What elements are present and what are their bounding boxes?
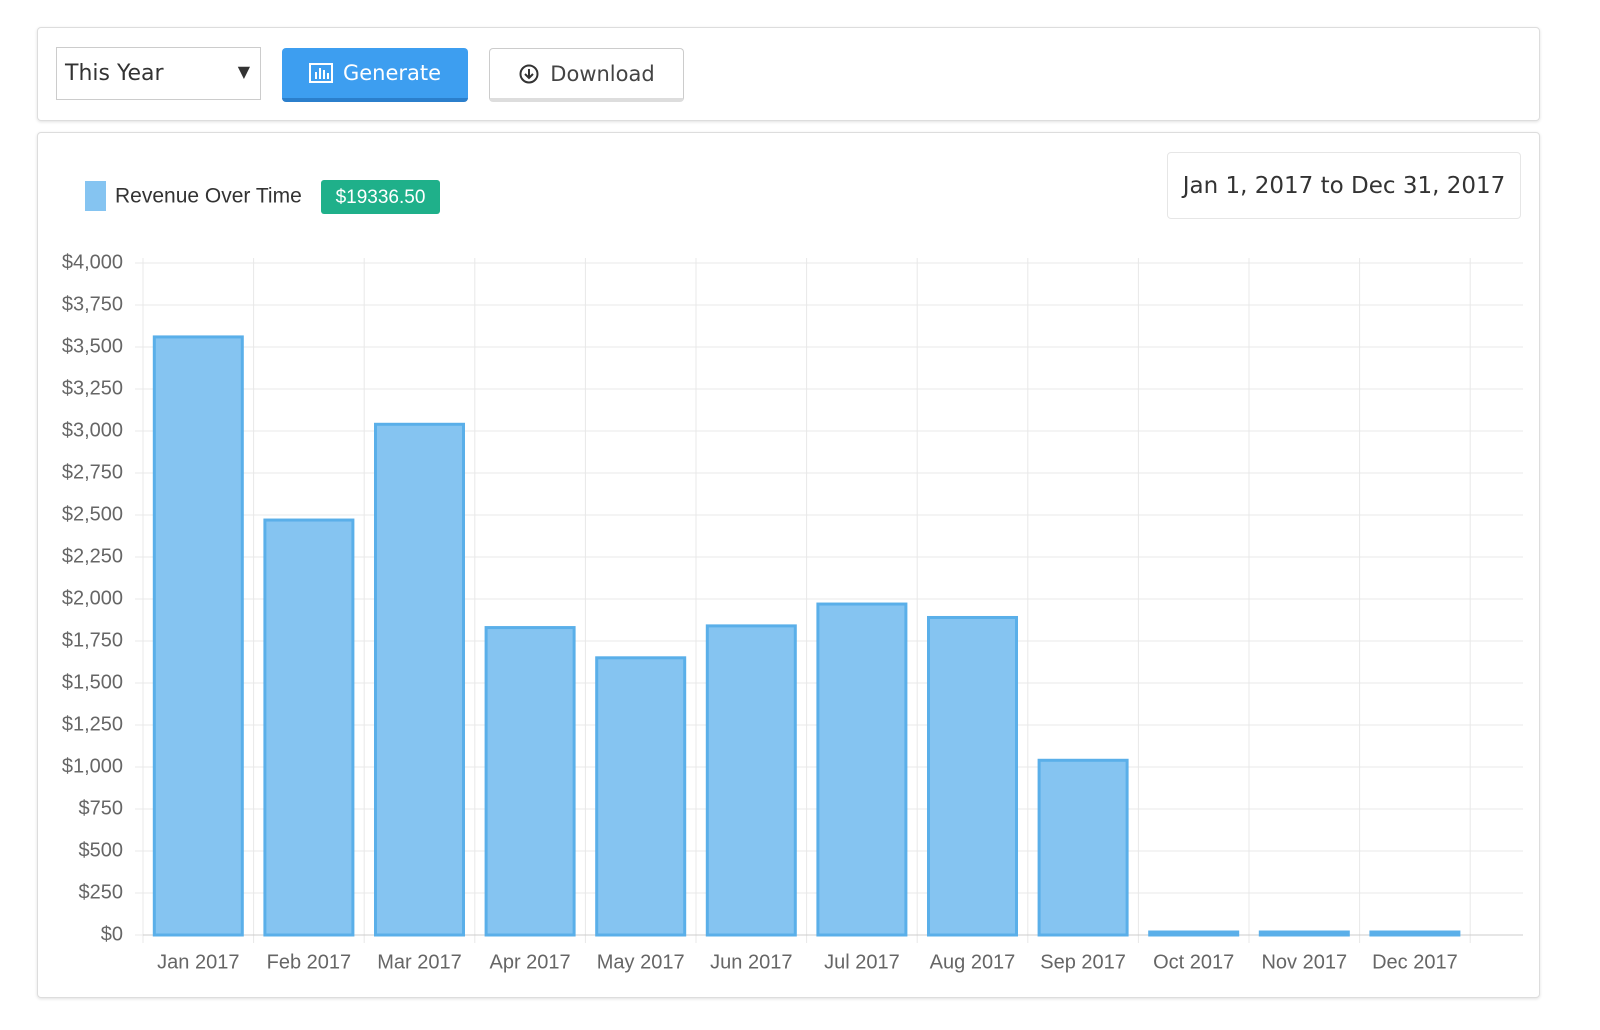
download-button[interactable]: Download — [489, 48, 684, 102]
dropdown-arrow: ▼ — [237, 62, 250, 81]
period-select[interactable]: This Year ▼ — [56, 47, 261, 100]
download-label: Download — [550, 61, 655, 86]
generate-label: Generate — [342, 61, 442, 85]
date-range: Jan 1, 2017 to Dec 31, 2017 — [1167, 152, 1521, 219]
chart-panel — [37, 132, 1540, 998]
toolbar — [37, 27, 1540, 121]
period-text: This Year — [65, 61, 164, 86]
download-icon — [519, 64, 539, 83]
generate-button[interactable]: Generate — [282, 48, 468, 102]
chart-icon — [308, 63, 333, 83]
